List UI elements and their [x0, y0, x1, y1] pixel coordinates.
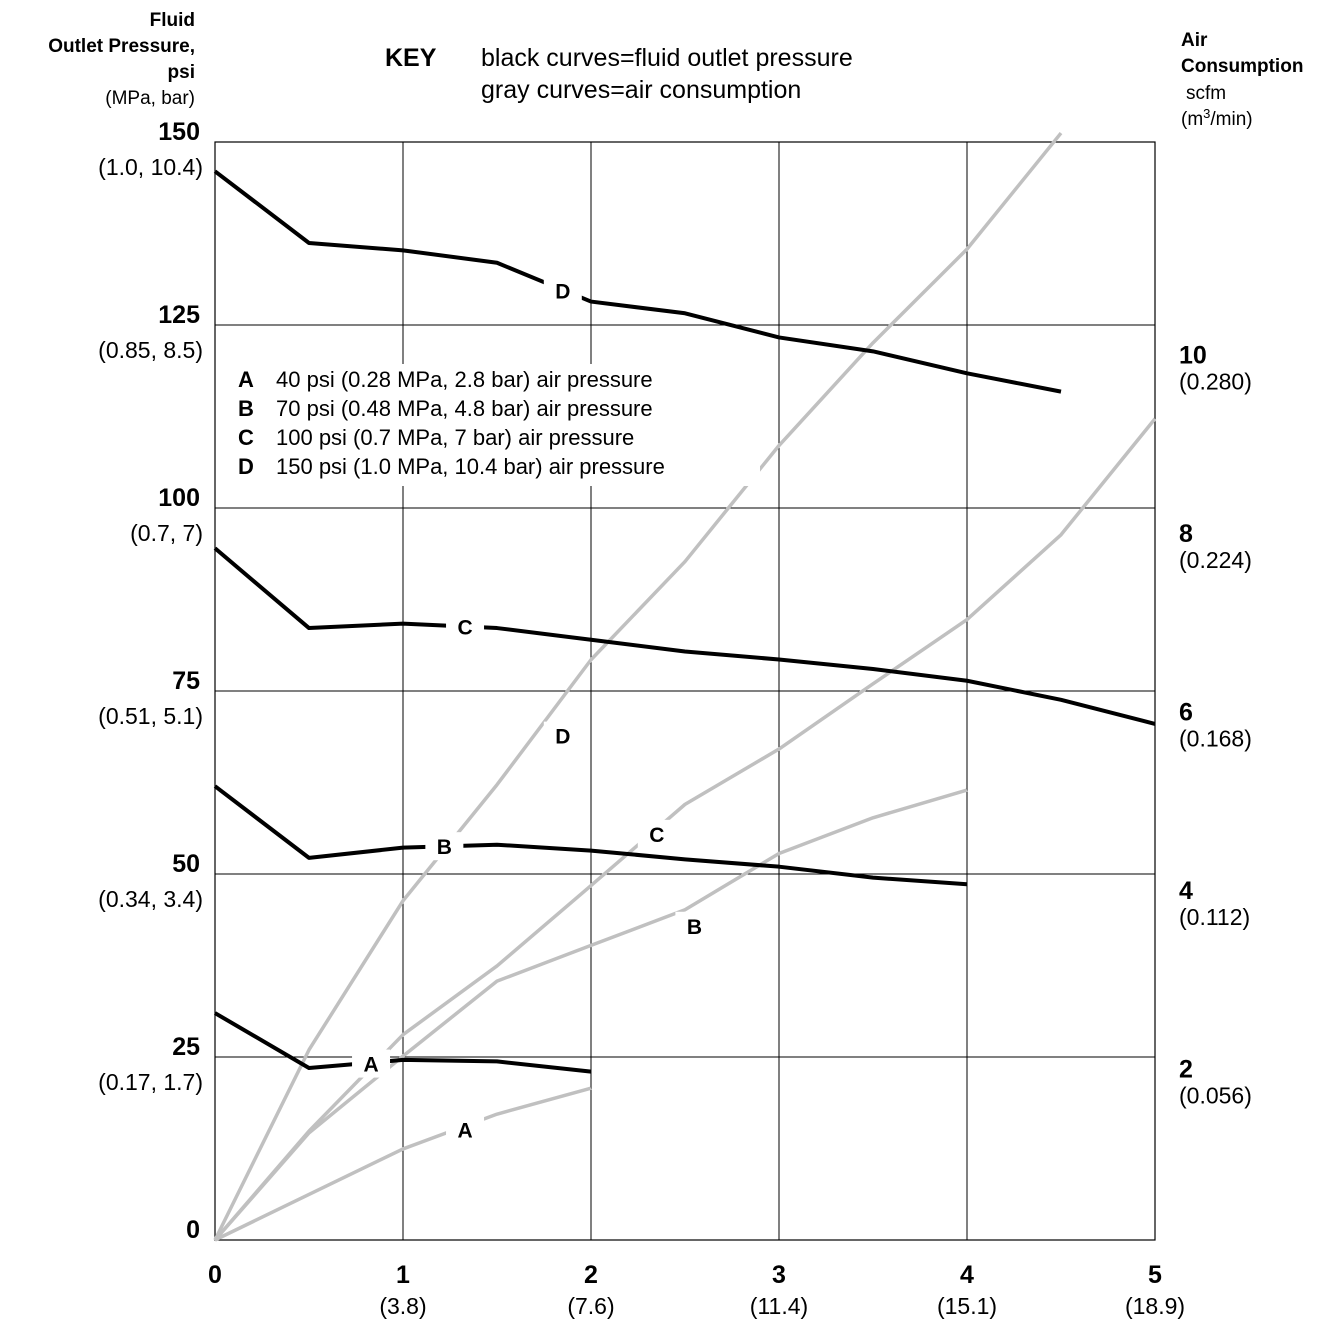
left-tick-label: 50	[172, 850, 200, 878]
key-heading: KEY	[385, 44, 437, 72]
x-tick-sublabel: (15.1)	[937, 1293, 997, 1319]
legend-entry-text: 100 psi (0.7 MPa, 7 bar) air pressure	[276, 425, 634, 450]
left-tick-label: 150	[158, 118, 200, 146]
x-tick-label: 4	[960, 1261, 974, 1289]
legend-entry-text: 70 psi (0.48 MPa, 4.8 bar) air pressure	[276, 396, 653, 421]
pressure-label-gap-d	[543, 276, 582, 305]
legend-entry-text: 150 psi (1.0 MPa, 10.4 bar) air pressure	[276, 454, 665, 479]
left-tick-sublabel: (0.17, 1.7)	[98, 1069, 203, 1095]
right-tick-sublabel: (0.168)	[1179, 725, 1252, 751]
left-tick-label: 125	[158, 301, 200, 329]
x-tick-sublabel: (18.9)	[1125, 1293, 1185, 1319]
left-tick-label: 0	[186, 1216, 200, 1244]
key-line-2: gray curves=air consumption	[481, 76, 801, 104]
right-axis-title: Air Consumption scfm (m3/min)	[1181, 30, 1303, 130]
right-tick-sublabel: (0.112)	[1179, 904, 1250, 930]
air-label-gap-a	[446, 1115, 485, 1144]
right-axis-title-line4: (m3/min)	[1181, 106, 1253, 130]
air-curve-d	[213, 131, 1063, 1241]
right-tick-label: 8	[1179, 520, 1193, 548]
x-tick-label: 1	[396, 1261, 410, 1289]
pressure-curve-d	[213, 169, 1062, 394]
legend-letter: C	[238, 425, 254, 450]
legend-letter: B	[238, 396, 254, 421]
left-tick-sublabel: (1.0, 10.4)	[98, 154, 203, 180]
x-tick-label: 0	[208, 1261, 222, 1289]
legend-background	[230, 364, 760, 486]
x-tick-label: 2	[584, 1261, 598, 1289]
left-axis-title-line1: Fluid	[150, 10, 195, 31]
left-tick-sublabel: (0.7, 7)	[130, 520, 203, 546]
pressure-curve-label-a: A	[363, 1054, 378, 1077]
pressure-curve-c	[213, 546, 1156, 726]
pressure-curve-a	[213, 1011, 592, 1074]
right-axis-title-line1: Air	[1181, 30, 1208, 51]
left-axis-title-line4: (MPa, bar)	[105, 88, 195, 109]
x-tick-sublabel: (11.4)	[750, 1293, 808, 1319]
key-line-1: black curves=fluid outlet pressure	[481, 44, 853, 72]
right-tick-label: 10	[1179, 341, 1207, 369]
pressure-label-gap-b	[425, 832, 464, 861]
air-curve-label-b: B	[687, 916, 702, 939]
legend-entry-text: 40 psi (0.28 MPa, 2.8 bar) air pressure	[276, 367, 653, 392]
pressure-curve-label-d: D	[555, 281, 570, 304]
left-tick-sublabel: (0.85, 8.5)	[98, 337, 203, 363]
key-box: KEY black curves=fluid outlet pressure g…	[385, 44, 853, 104]
pressure-curve-label-c: C	[457, 617, 472, 640]
right-tick-sublabel: (0.224)	[1179, 547, 1252, 573]
air-curve-c	[213, 417, 1157, 1242]
legend-letter: D	[238, 454, 254, 479]
right-tick-sublabel: (0.056)	[1179, 1082, 1252, 1108]
legend-letter: A	[238, 367, 254, 392]
right-tick-label: 6	[1179, 698, 1193, 726]
left-tick-sublabel: (0.34, 3.4)	[98, 886, 203, 912]
legend: A 40 psi (0.28 MPa, 2.8 bar) air pressure…	[230, 364, 760, 486]
right-axis-title-line2: Consumption	[1181, 56, 1303, 77]
tick-labels: 025(0.17, 1.7)50(0.34, 3.4)75(0.51, 5.1)…	[98, 118, 1252, 1319]
left-tick-label: 25	[172, 1033, 200, 1061]
air-label-gap-d	[543, 721, 582, 750]
air-curve-b	[213, 788, 968, 1242]
x-tick-label: 5	[1148, 1261, 1162, 1289]
right-tick-label: 4	[1179, 877, 1193, 905]
left-axis-title: Fluid Outlet Pressure, psi (MPa, bar)	[48, 10, 195, 109]
pressure-curve-label-b: B	[437, 836, 452, 859]
x-tick-label: 3	[772, 1261, 786, 1289]
pressure-curve-b	[213, 784, 968, 887]
air-label-gap-c	[637, 819, 676, 848]
air-curve-label-a: A	[457, 1119, 472, 1142]
right-tick-sublabel: (0.280)	[1179, 368, 1252, 394]
left-tick-sublabel: (0.51, 5.1)	[98, 703, 203, 729]
pressure-label-gap-a	[352, 1049, 391, 1078]
air-label-gap-b	[675, 911, 714, 940]
left-axis-title-line2: Outlet Pressure,	[48, 36, 195, 57]
left-tick-label: 100	[158, 484, 200, 512]
right-tick-label: 2	[1179, 1055, 1193, 1083]
right-axis-title-line3: scfm	[1186, 83, 1226, 104]
pressure-label-gap-c	[446, 612, 485, 641]
air-curve-label-d: D	[555, 726, 570, 749]
x-tick-sublabel: (7.6)	[567, 1293, 614, 1319]
air-curve-label-c: C	[649, 824, 664, 847]
left-axis-title-line3: psi	[168, 62, 195, 83]
left-tick-label: 75	[172, 667, 200, 695]
x-tick-sublabel: (3.8)	[379, 1293, 426, 1319]
